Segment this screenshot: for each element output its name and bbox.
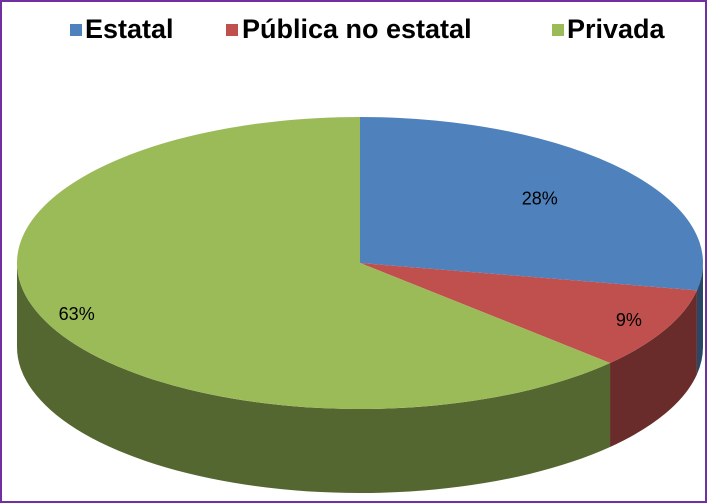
legend-swatch bbox=[70, 24, 82, 36]
data-label: 63% bbox=[59, 304, 95, 324]
slice-side bbox=[610, 290, 697, 447]
legend-swatch bbox=[226, 24, 238, 36]
legend-swatch bbox=[552, 24, 564, 36]
data-label: 9% bbox=[616, 310, 642, 330]
slice-side bbox=[696, 263, 703, 375]
legend-label: Privada bbox=[567, 14, 666, 44]
slice bbox=[16, 117, 611, 409]
slice bbox=[360, 263, 697, 363]
slice-side bbox=[17, 263, 611, 494]
slice bbox=[360, 117, 703, 291]
legend-label: Estatal bbox=[85, 14, 174, 44]
legend-label: Pública no estatal bbox=[242, 14, 472, 44]
data-label: 28% bbox=[522, 188, 558, 208]
